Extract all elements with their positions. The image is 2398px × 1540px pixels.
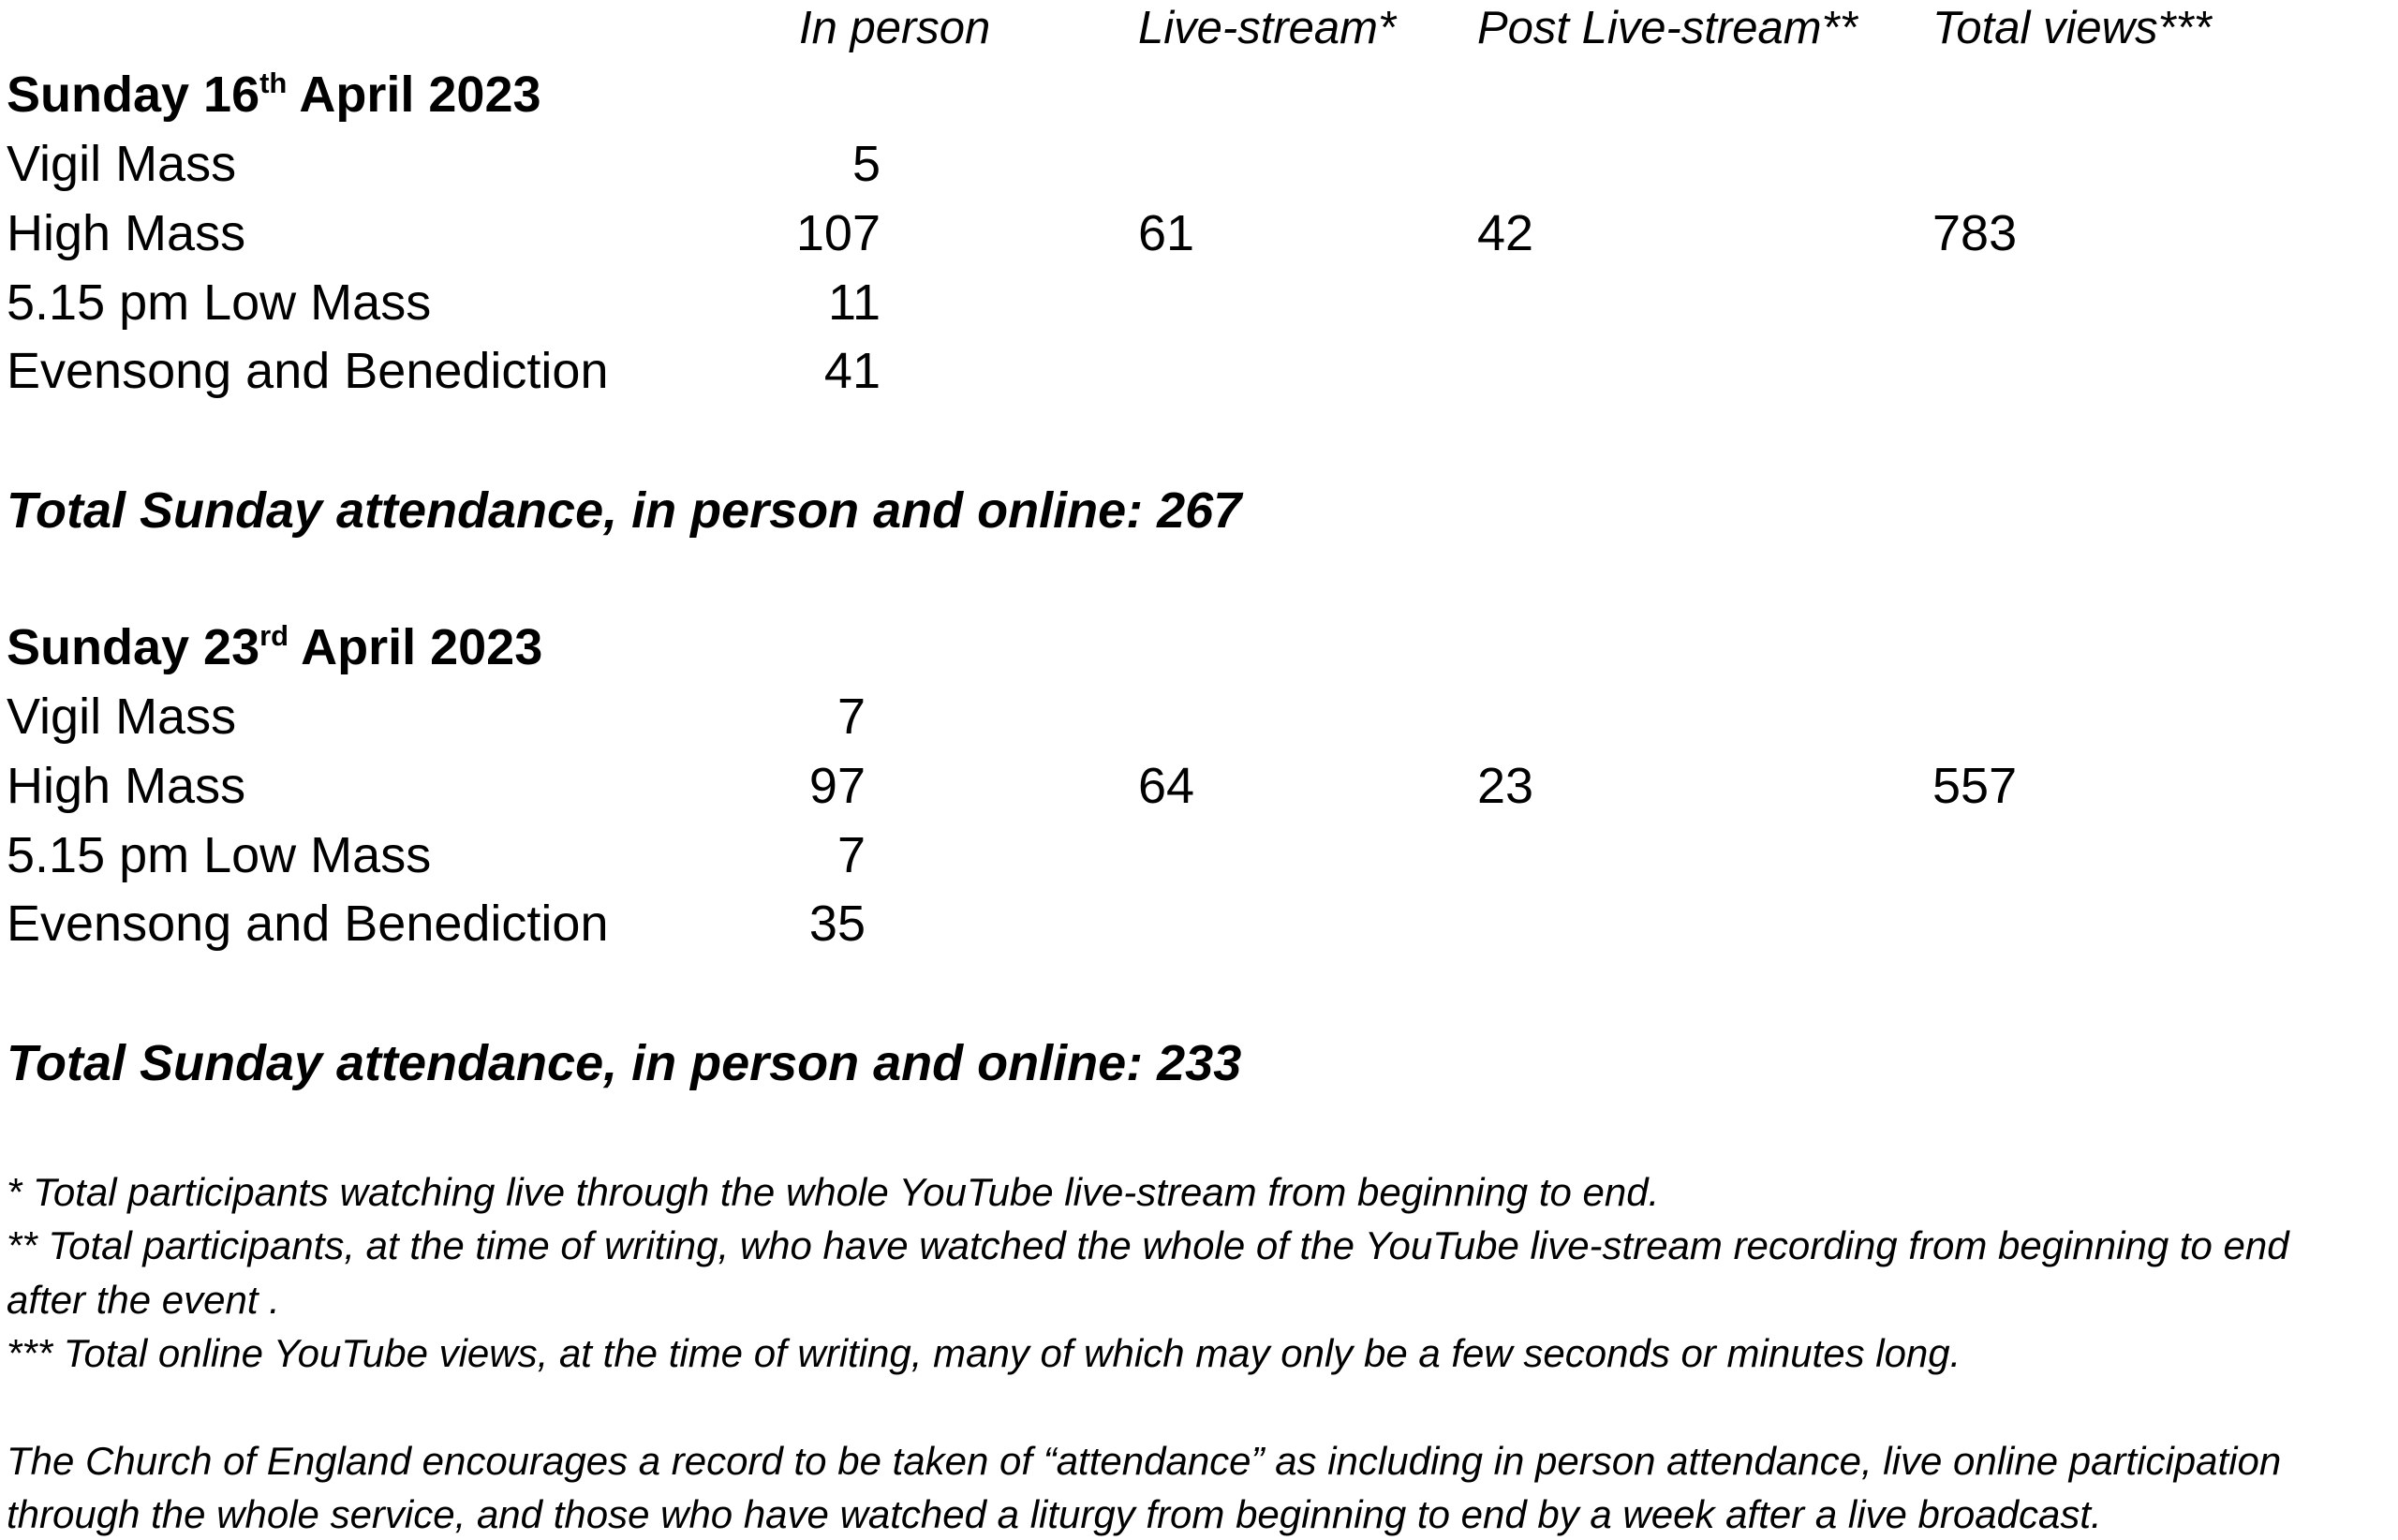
- in-person-count: 7: [836, 827, 866, 883]
- footnote-post-live-stream: ** Total participants, at the time of wr…: [7, 1223, 2289, 1267]
- in-person-count: 41: [823, 343, 881, 399]
- in-person-count: 107: [795, 205, 881, 261]
- closing-note-line-2: through the whole service, and those who…: [7, 1492, 2102, 1536]
- in-person-count: 5: [851, 136, 881, 192]
- service-name: 5.15 pm Low Mass: [7, 274, 432, 331]
- section-date-heading: Sunday 23rd April 2023: [7, 619, 543, 675]
- footnote-live-stream: * Total participants watching live throu…: [7, 1170, 1660, 1214]
- column-header-live-stream: Live-stream*: [1138, 3, 1397, 53]
- column-header-total-views: Total views***: [1932, 3, 2212, 53]
- live-stream-count: 64: [1138, 758, 1195, 814]
- service-name: Vigil Mass: [7, 689, 237, 745]
- in-person-count: 7: [836, 689, 866, 745]
- total-views-count: 783: [1932, 205, 2018, 261]
- footnote-total-views: *** Total online YouTube views, at the t…: [7, 1331, 1961, 1375]
- in-person-count: 35: [808, 896, 866, 952]
- date-day: Sunday 23: [7, 619, 260, 675]
- total-views-count: 557: [1932, 758, 2018, 814]
- service-name: 5.15 pm Low Mass: [7, 827, 432, 883]
- column-header-post-live-stream: Post Live-stream**: [1477, 3, 1858, 53]
- column-header-in-person: In person: [799, 3, 991, 53]
- date-ordinal: th: [259, 67, 288, 99]
- date-day: Sunday 16: [7, 67, 260, 123]
- post-live-stream-count: 23: [1477, 758, 1534, 814]
- post-live-stream-count: 42: [1477, 205, 1534, 261]
- sunday-total-attendance: Total Sunday attendance, in person and o…: [7, 482, 1242, 539]
- closing-note-line-1: The Church of England encourages a recor…: [7, 1439, 2282, 1483]
- in-person-count: 97: [808, 758, 866, 814]
- date-month-year: April 2023: [289, 619, 543, 675]
- section-date-heading: Sunday 16th April 2023: [7, 67, 541, 123]
- live-stream-count: 61: [1138, 205, 1195, 261]
- service-name: High Mass: [7, 758, 246, 814]
- footnote-post-live-stream-cont: after the event .: [7, 1278, 280, 1322]
- date-month-year: April 2023: [287, 67, 541, 123]
- service-name: Evensong and Benediction: [7, 343, 609, 399]
- service-name: Evensong and Benediction: [7, 896, 609, 952]
- in-person-count: 11: [827, 274, 881, 331]
- date-ordinal: rd: [259, 619, 289, 652]
- sunday-total-attendance: Total Sunday attendance, in person and o…: [7, 1035, 1242, 1091]
- service-name: Vigil Mass: [7, 136, 237, 192]
- service-name: High Mass: [7, 205, 246, 261]
